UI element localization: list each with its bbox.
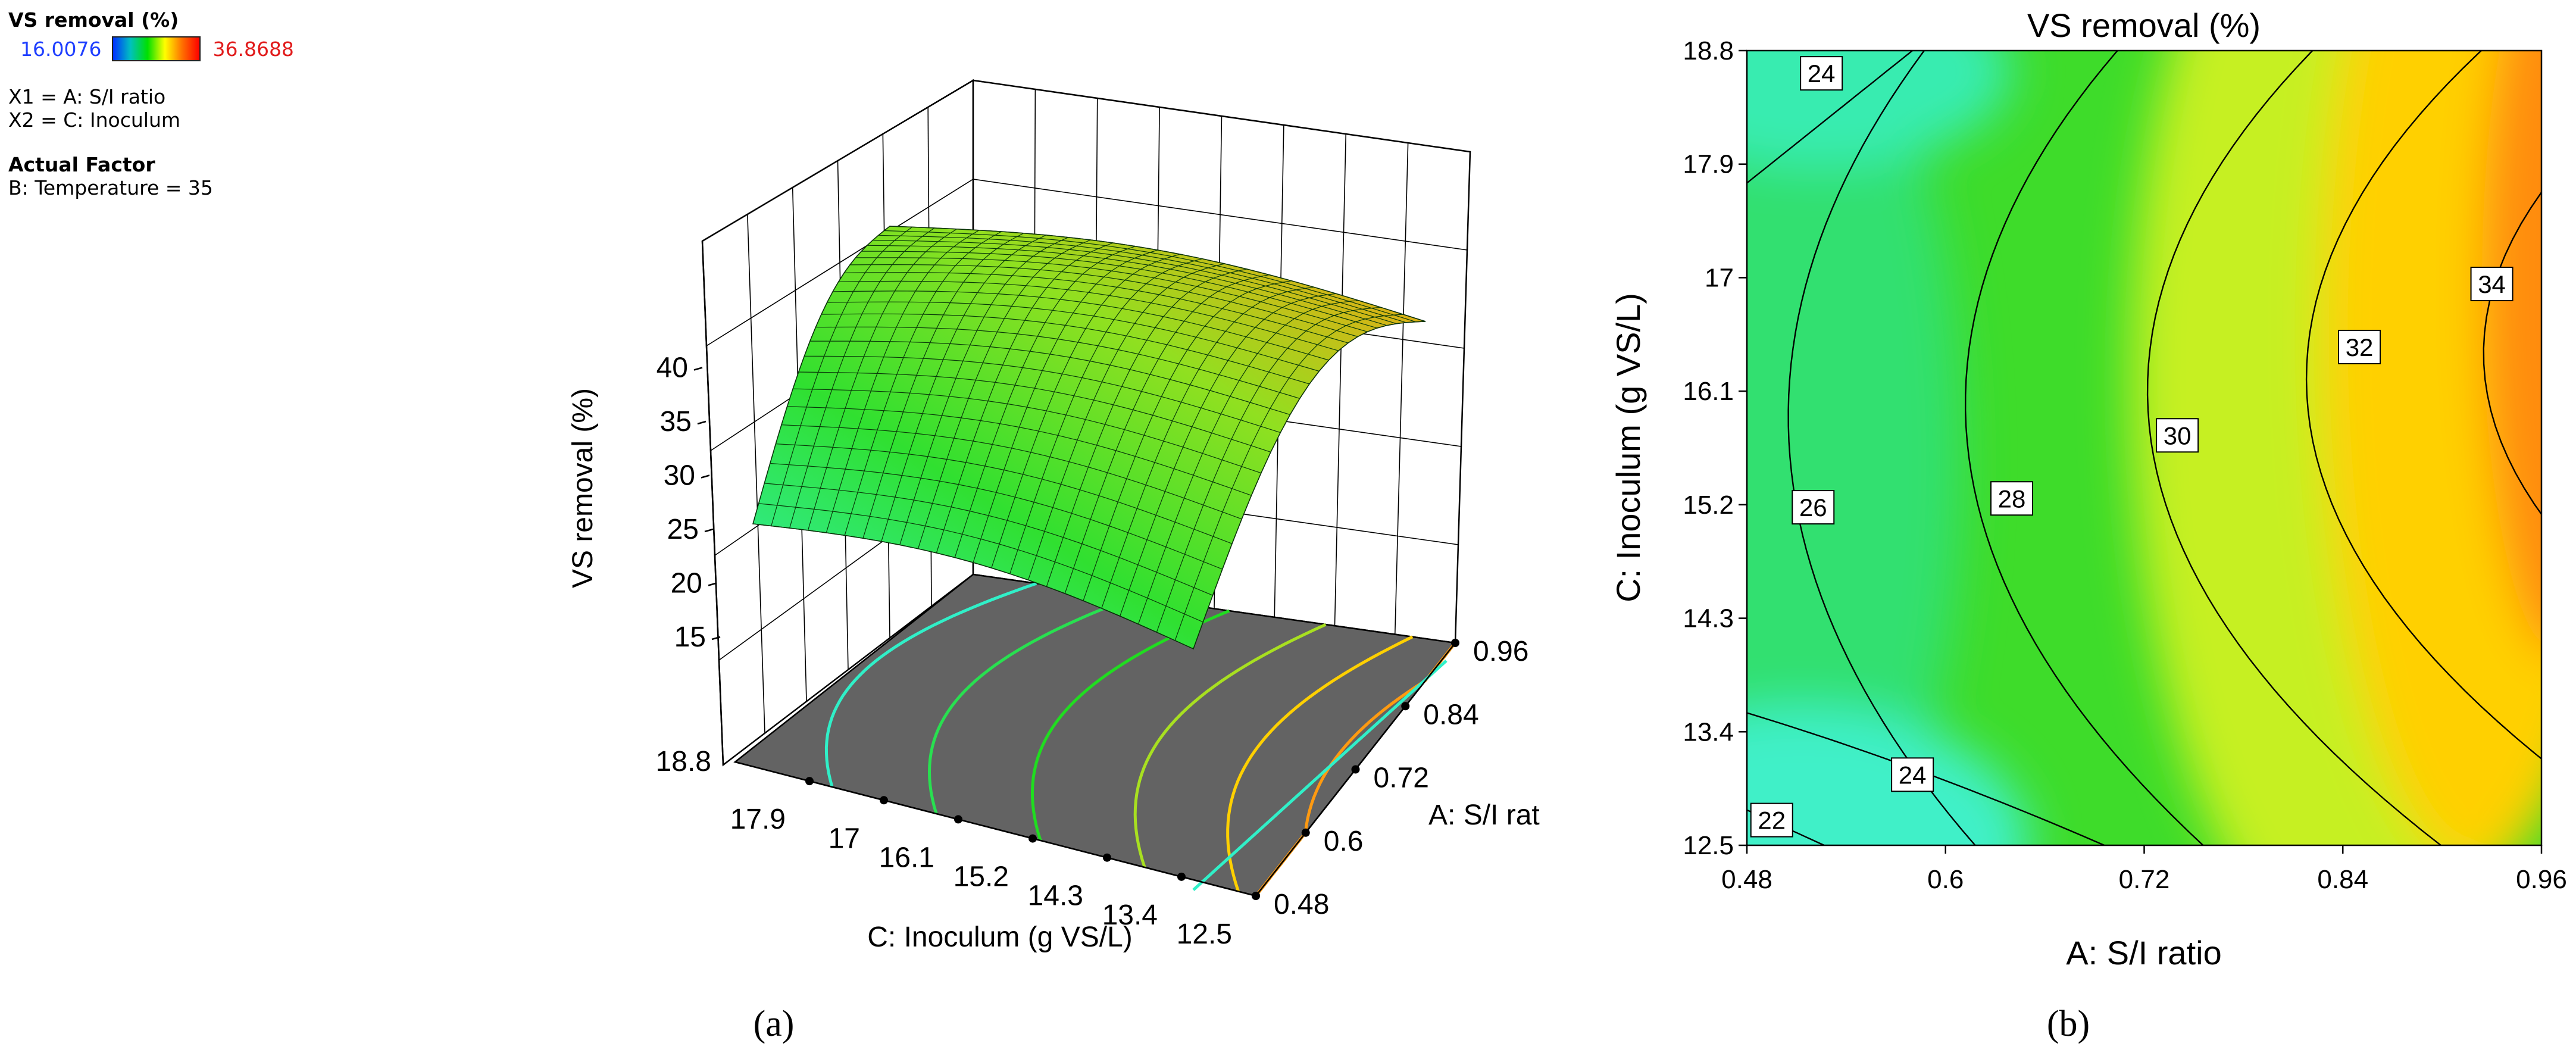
contour-xlabel: A: S/I ratio (2066, 934, 2221, 971)
contour-label: 28 (1990, 481, 2033, 516)
contour-xtick-label: 0.48 (1721, 865, 1772, 894)
color-scale-min: 16.0076 (20, 37, 102, 61)
contour-ytick-label: 14.3 (1683, 604, 1734, 633)
surface-xtick-label: 0.72 (1374, 763, 1429, 794)
contour-label: 22 (1750, 802, 1793, 838)
surface-ytick-label: 13.4 (1102, 899, 1158, 931)
contour-ytick-label: 16.1 (1683, 377, 1734, 406)
contour-ytick-label: 17.9 (1683, 150, 1734, 179)
factor-x2: X2 = C: Inoculum (8, 108, 181, 132)
contour-line (2146, 51, 2442, 845)
contour-ticks: 0.48 0.6 0.72 0.84 0.96 12.5 13.4 14.3 15.2 16.1 1… (1683, 36, 2566, 894)
contour-ytick-label: 17 (1705, 263, 1734, 292)
svg-text:26: 26 (1799, 493, 1827, 521)
contour-xtick-label: 0.6 (1927, 865, 1964, 894)
surface-ztick-label: 40 (656, 352, 688, 384)
surface-ytick-label: 16.1 (879, 842, 934, 873)
svg-text:24: 24 (1808, 60, 1836, 88)
contour-label: 32 (2338, 329, 2381, 364)
svg-text:32: 32 (2346, 333, 2374, 361)
contour-line (2305, 51, 2541, 760)
svg-text:34: 34 (2478, 270, 2506, 298)
surface-ztick (701, 474, 710, 479)
surface-ylabel: C: Inoculum (g VS/L) (867, 921, 1133, 953)
surface-xtick-label: 0.96 (1473, 636, 1528, 667)
surface-ztick-label: 25 (667, 514, 699, 545)
floor-contours (824, 582, 1456, 897)
legend-block: VS removal (%) 16.0076 36.8688 X1 = A: S… (8, 8, 294, 199)
contour-fill (1747, 51, 2541, 845)
contour-label: 24 (1800, 56, 1843, 91)
color-gradient-bar (112, 36, 201, 61)
panel-label-b: (b) (2047, 1004, 2090, 1044)
surface-ztick-label: 15 (674, 621, 706, 653)
contour-lines (1747, 51, 2541, 845)
contour-ytick-label: 18.8 (1683, 36, 1734, 65)
surface-ztick (704, 528, 714, 533)
contour-plot-panel: 24 26 28 30 32 34 24 22 0.48 0.6 0.72 0.84 0.96 12.5… (1609, 7, 2567, 1044)
surface-zlabel: VS removal (%) (567, 388, 599, 588)
surface-xlabel: A: S/I rat (1428, 799, 1540, 831)
floor-contour-line (824, 582, 1037, 788)
contour-ytick-label: 15.2 (1683, 491, 1734, 520)
floor-contour-line (1133, 623, 1327, 868)
actual-factor-value: B: Temperature = 35 (8, 176, 213, 199)
panel-label-a: (a) (754, 1004, 795, 1044)
contour-line (1747, 712, 2106, 845)
contour-ytick-label: 13.4 (1683, 717, 1734, 746)
svg-text:24: 24 (1899, 761, 1927, 789)
contour-ytick-label: 12.5 (1683, 831, 1734, 860)
svg-text:28: 28 (1998, 485, 2026, 513)
floor-contour-line (1226, 635, 1414, 892)
surface-ztick (693, 367, 703, 371)
surface-ytick-label: 17 (829, 823, 860, 854)
response-surface (752, 226, 1426, 650)
contour-title: VS removal (%) (2027, 7, 2261, 44)
surface-ytick-label: 18.8 (656, 746, 711, 777)
surface-ztick-label: 35 (660, 406, 692, 438)
contour-labels: 24 26 28 30 32 34 24 22 (1750, 56, 2514, 838)
surface-ytick-label: 12.5 (1177, 919, 1232, 950)
floor-contour-line (927, 595, 1134, 814)
color-scale-max: 36.8688 (212, 37, 294, 61)
surface-ytick-label: 17.9 (730, 804, 786, 835)
contour-line (1787, 51, 1977, 845)
contour-line (2483, 191, 2541, 516)
floor-contour-line (1031, 609, 1230, 841)
surface-ytick-label: 15.2 (954, 861, 1009, 893)
surface-xtick-label: 0.6 (1324, 826, 1364, 857)
contour-line (1747, 51, 1914, 184)
contour-label: 30 (2156, 418, 2199, 453)
surface-xtick-label: 0.48 (1274, 889, 1329, 920)
surface-ztick-label: 20 (671, 568, 702, 599)
factor-x1: X1 = A: S/I ratio (8, 85, 166, 108)
contour-line (1964, 51, 2205, 845)
contour-xtick-label: 0.72 (2119, 865, 2170, 894)
legend-title: VS removal (%) (8, 8, 179, 32)
contour-label: 34 (2470, 267, 2514, 302)
color-scale: 16.0076 36.8688 (8, 36, 294, 61)
surface-mesh (752, 226, 1426, 649)
surface-axes: 15 20 25 30 35 40 0.48 0.6 0.72 0.84 0.96 18.8 17.9 1… (656, 240, 1528, 950)
contour-xtick-label: 0.96 (2516, 865, 2567, 894)
surface-ztick-label: 30 (664, 460, 695, 492)
contour-label: 26 (1792, 490, 1835, 525)
svg-text:30: 30 (2164, 421, 2192, 449)
floor-contour-line (1192, 660, 1448, 891)
surface-plot-panel: 15 20 25 30 35 40 0.48 0.6 0.72 0.84 0.96 18.8 17.9 1… (567, 79, 1540, 1044)
surface-ztick (697, 420, 706, 425)
svg-text:22: 22 (1758, 807, 1786, 835)
contour-ylabel: C: Inoculum (g VS/L) (1609, 293, 1647, 602)
surface-xtick-label: 0.84 (1423, 699, 1478, 730)
contour-xtick-label: 0.84 (2317, 865, 2368, 894)
contour-label: 24 (1891, 757, 1934, 792)
surface-ytick-label: 14.3 (1028, 880, 1083, 912)
actual-factor-title: Actual Factor (8, 153, 155, 176)
